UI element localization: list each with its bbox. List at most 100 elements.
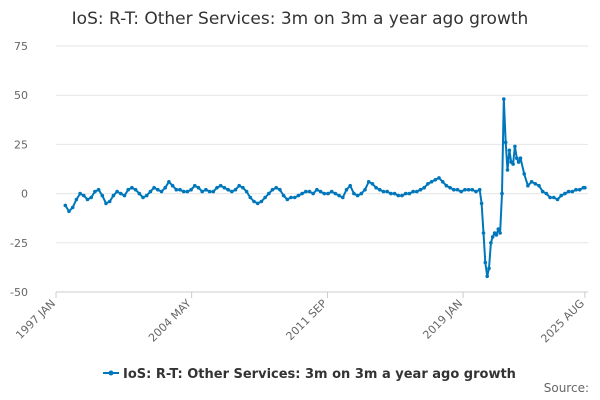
data-point[interactable] [196,185,201,190]
data-point[interactable] [237,183,241,188]
data-point[interactable] [326,191,330,196]
data-point[interactable] [278,187,282,192]
data-point[interactable] [241,185,245,190]
data-point[interactable] [555,197,560,202]
data-point[interactable] [548,195,552,200]
data-point[interactable] [496,227,501,231]
data-point[interactable] [381,189,386,194]
data-point[interactable] [141,195,145,200]
data-point[interactable] [137,191,142,196]
data-point[interactable] [74,197,79,202]
data-point[interactable] [505,168,510,172]
data-point[interactable] [170,183,175,188]
data-point[interactable] [477,187,482,192]
data-point[interactable] [292,195,297,200]
data-point[interactable] [429,180,434,184]
data-point[interactable] [403,191,408,196]
data-point[interactable] [207,189,212,194]
data-point[interactable] [274,185,279,190]
data-point[interactable] [67,209,71,214]
data-point[interactable] [533,182,538,186]
data-point[interactable] [252,199,256,204]
data-point[interactable] [483,260,488,265]
data-point[interactable] [526,183,530,188]
data-point[interactable] [522,172,526,176]
data-point[interactable] [215,185,219,190]
data-point[interactable] [422,185,427,190]
data-point[interactable] [300,191,304,196]
data-point[interactable] [455,187,460,192]
data-point[interactable] [448,185,452,190]
data-point[interactable] [470,187,475,192]
data-point[interactable] [100,193,105,198]
data-point[interactable] [222,185,227,190]
data-point[interactable] [389,191,393,196]
data-point[interactable] [89,195,93,200]
data-point[interactable] [270,187,275,192]
data-point[interactable] [537,183,541,188]
data-point[interactable] [574,187,578,192]
data-point[interactable] [374,185,378,190]
data-point[interactable] [318,189,323,194]
data-point[interactable] [285,197,290,202]
data-point[interactable] [378,187,382,192]
data-point[interactable] [322,191,327,196]
data-point[interactable] [178,187,182,192]
data-point[interactable] [577,187,582,192]
data-point[interactable] [426,182,430,186]
data-point[interactable] [485,274,490,279]
data-point[interactable] [344,187,349,192]
data-point[interactable] [159,189,164,194]
data-point[interactable] [513,144,517,149]
data-point[interactable] [540,189,545,194]
data-point[interactable] [418,187,423,192]
data-point[interactable] [583,185,587,190]
data-point[interactable] [459,189,464,194]
data-point[interactable] [315,187,319,192]
data-point[interactable] [498,231,502,235]
data-point[interactable] [281,193,286,198]
data-point[interactable] [63,203,68,208]
data-point[interactable] [490,235,495,239]
data-point[interactable] [185,189,190,194]
data-point[interactable] [396,193,401,198]
data-point[interactable] [122,193,127,198]
data-point[interactable] [352,191,356,196]
data-point[interactable] [248,195,253,200]
data-point[interactable] [566,189,571,194]
data-point[interactable] [307,189,312,194]
data-point[interactable] [411,189,415,194]
data-point[interactable] [515,156,519,160]
data-point[interactable] [93,189,97,194]
data-point[interactable] [78,191,82,196]
data-point[interactable] [230,189,234,194]
data-point[interactable] [370,182,375,186]
data-point[interactable] [333,191,338,196]
data-point[interactable] [337,193,341,198]
data-point[interactable] [226,187,230,192]
data-point[interactable] [144,193,149,198]
data-point[interactable] [289,195,293,200]
data-point[interactable] [204,187,208,192]
data-point[interactable] [218,183,223,188]
data-point[interactable] [415,189,419,194]
data-point[interactable] [329,189,334,194]
data-point[interactable] [366,180,371,184]
data-point[interactable] [363,187,367,192]
data-point[interactable] [193,183,197,188]
data-point[interactable] [267,191,271,196]
data-point[interactable] [503,140,508,145]
data-point[interactable] [111,193,116,198]
legend[interactable]: IoS: R-T: Other Services: 3m on 3m a yea… [103,367,516,382]
data-point[interactable] [130,185,134,190]
data-point[interactable] [400,193,404,198]
data-point[interactable] [115,189,119,194]
data-point[interactable] [296,193,301,198]
data-point[interactable] [563,191,567,196]
data-point[interactable] [133,187,138,192]
data-point[interactable] [156,187,160,192]
data-point[interactable] [487,266,491,271]
data-point[interactable] [437,176,441,180]
data-point[interactable] [392,191,397,196]
data-point[interactable] [359,191,364,196]
